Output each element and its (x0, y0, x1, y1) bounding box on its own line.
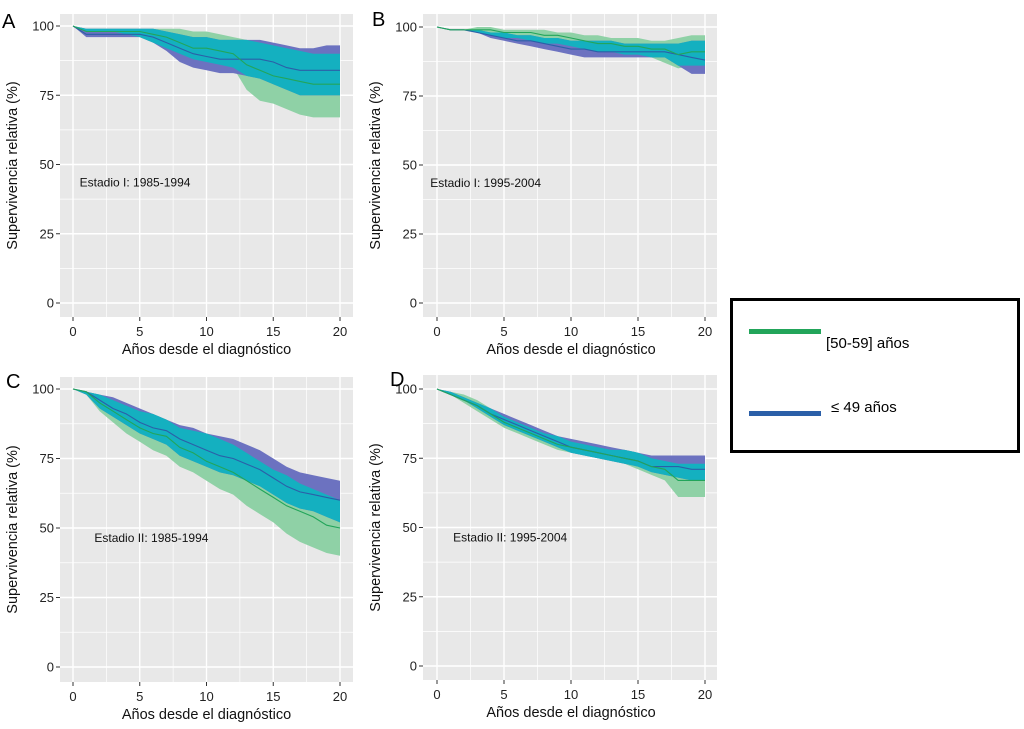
y-tick-label: 25 (403, 227, 417, 242)
panel-annotation: Estadio I: 1985-1994 (80, 176, 191, 190)
y-tick-label: 100 (395, 382, 417, 397)
x-tick-label: 20 (333, 689, 347, 704)
panel-letter: C (6, 371, 20, 393)
x-tick-label: 5 (136, 324, 143, 339)
y-tick-label: 25 (403, 589, 417, 604)
line-49 (72, 388, 341, 501)
x-tick-label: 15 (266, 324, 280, 339)
y-tick-label: 50 (40, 157, 54, 172)
x-axis-title: Años desde el diagnóstico (122, 342, 291, 358)
y-axis-title: Supervivencia relativa (%) (368, 443, 384, 611)
legend-label-49: ≤ 49 años (831, 399, 897, 416)
panel-B: 0 5 10 15 20 0 25 50 75 100 Estadio I: 1995-2004 Añ… (368, 9, 717, 358)
x-tick-label: 0 (433, 687, 440, 702)
y-tick-label: 75 (40, 451, 54, 466)
panel-C: 0 5 10 15 20 0 25 50 75 100 Estadio II: 1985-1994 A… (5, 371, 353, 723)
x-tick-label: 20 (698, 324, 712, 339)
legend-swatch-blue (749, 411, 821, 416)
x-tick-label: 10 (199, 324, 213, 339)
ribbon-overlap (437, 389, 705, 481)
x-tick-label: 10 (564, 324, 578, 339)
y-tick-label: 0 (410, 296, 417, 311)
x-axis-title: Años desde el diagnóstico (122, 707, 291, 723)
y-tick-label: 100 (32, 382, 54, 397)
line-49 (436, 26, 706, 61)
panel-letter: D (390, 369, 404, 391)
y-tick-label: 50 (403, 520, 417, 535)
legend-label-50-59: [50-59] años (826, 335, 910, 352)
x-tick-label: 20 (333, 324, 347, 339)
x-tick-label: 15 (631, 324, 645, 339)
x-tick-label: 20 (698, 687, 712, 702)
y-tick-label: 25 (40, 226, 54, 241)
x-tick-label: 5 (500, 324, 507, 339)
panel-letter: B (372, 9, 385, 31)
x-axis-title: Años desde el diagnóstico (486, 342, 655, 358)
x-tick-label: 15 (631, 687, 645, 702)
y-tick-label: 25 (40, 590, 54, 605)
panel-A: 0 5 10 15 20 0 25 50 75 100 Estadio I: 1985-1994 Añ… (2, 11, 353, 358)
x-tick-label: 10 (199, 689, 213, 704)
panel-annotation: Estadio I: 1995-2004 (430, 176, 541, 190)
y-tick-label: 50 (40, 521, 54, 536)
x-tick-label: 5 (500, 687, 507, 702)
line-50-59 (436, 26, 705, 56)
panel-D: 0 5 10 15 20 0 25 50 75 100 Estadio II: 1995-2004 A… (368, 369, 717, 721)
line-50-59 (72, 388, 341, 529)
y-tick-label: 0 (410, 659, 417, 674)
x-tick-label: 10 (564, 687, 578, 702)
y-tick-label: 75 (403, 451, 417, 466)
x-tick-label: 0 (433, 324, 440, 339)
x-axis-title: Años desde el diagnóstico (486, 705, 655, 721)
y-tick-label: 0 (47, 660, 54, 675)
y-tick-label: 50 (403, 158, 417, 173)
y-axis-title: Supervivencia relativa (%) (5, 445, 21, 613)
x-tick-label: 15 (266, 689, 280, 704)
line-50-59 (436, 388, 705, 481)
x-tick-label: 0 (69, 689, 76, 704)
line-49 (72, 25, 340, 71)
panel-letter: A (2, 11, 16, 33)
y-axis-title: Supervivencia relativa (%) (5, 81, 21, 249)
legend: [50-59] años ≤ 49 años (730, 298, 1020, 453)
y-axis-title: Supervivencia relativa (%) (368, 81, 384, 249)
ribbon-overlap (73, 26, 340, 96)
x-tick-label: 0 (69, 324, 76, 339)
panel-annotation: Estadio II: 1985-1994 (94, 531, 208, 545)
ribbon-49 (437, 27, 705, 74)
y-tick-label: 100 (32, 19, 54, 34)
x-tick-label: 5 (136, 689, 143, 704)
y-tick-label: 0 (47, 296, 54, 311)
y-tick-label: 100 (395, 20, 417, 35)
legend-swatch-green (749, 329, 821, 334)
y-tick-label: 75 (403, 89, 417, 104)
y-tick-label: 75 (40, 88, 54, 103)
ribbon-overlap (437, 27, 705, 66)
line-50-59 (72, 25, 340, 85)
panel-annotation: Estadio II: 1995-2004 (453, 530, 567, 544)
